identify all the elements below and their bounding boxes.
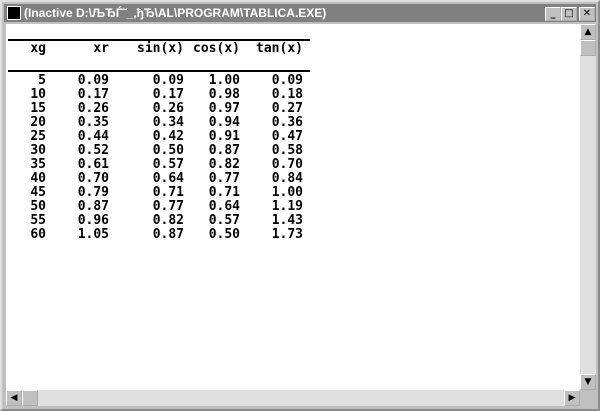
table-cell: 0.97: [208, 101, 240, 116]
table-cell: 0.84: [271, 171, 303, 186]
scroll-thumb[interactable]: [22, 390, 38, 406]
table-cell: 0.70: [271, 157, 303, 172]
table-cell: 0.17: [152, 87, 184, 102]
table-cell: 0.71: [152, 185, 184, 200]
table-cell: 0.64: [208, 199, 240, 214]
table-cell: 50: [30, 199, 46, 214]
table-cell: 0.94: [208, 115, 240, 130]
table-cell: 0.09: [152, 73, 184, 88]
table-cell: 30: [30, 143, 46, 158]
vertical-scrollbar[interactable]: ▲ ▼: [580, 24, 596, 390]
table-cell: 55: [30, 213, 46, 228]
column-header: cos(x): [193, 41, 240, 56]
column-header: xr: [93, 41, 109, 56]
table-cell: 1.00: [271, 185, 303, 200]
table-cell: 35: [30, 157, 46, 172]
table-cell: 0.18: [271, 87, 303, 102]
table-cell: 0.91: [208, 129, 240, 144]
table-rule: [8, 39, 310, 41]
scroll-thumb[interactable]: [580, 40, 596, 56]
table-cell: 60: [30, 227, 46, 242]
title-bar: (Inactive D:\ЉЂЃ˜_‚ђЂ\AL\PROGRAM\TABLICA…: [4, 4, 596, 22]
table-cell: 0.87: [208, 143, 240, 158]
table-cell: 0.17: [77, 87, 109, 102]
table-cell: 15: [30, 101, 46, 116]
table-cell: 0.26: [152, 101, 184, 116]
minimize-button[interactable]: _: [545, 7, 561, 21]
table-cell: 0.96: [77, 213, 109, 228]
table-cell: 45: [30, 185, 46, 200]
table-cell: 0.82: [152, 213, 184, 228]
window-title: (Inactive D:\ЉЂЃ˜_‚ђЂ\AL\PROGRAM\TABLICA…: [24, 6, 327, 20]
table-cell: 0.70: [77, 171, 109, 186]
table-cell: 10: [30, 87, 46, 102]
table-cell: 0.64: [152, 171, 184, 186]
table-cell: 0.42: [152, 129, 184, 144]
table-cell: 25: [30, 129, 46, 144]
table-cell: 1.19: [271, 199, 303, 214]
table-cell: 0.77: [152, 199, 184, 214]
table-cell: 0.79: [77, 185, 109, 200]
maximize-button[interactable]: □: [561, 7, 577, 21]
table-cell: 0.87: [77, 199, 109, 214]
table-cell: 0.26: [77, 101, 109, 116]
table-cell: 0.57: [152, 157, 184, 172]
table-cell: 0.58: [271, 143, 303, 158]
table-cell: 0.82: [208, 157, 240, 172]
table-cell: 0.47: [271, 129, 303, 144]
table-cell: 0.36: [271, 115, 303, 130]
table-cell: 1.43: [271, 213, 303, 228]
table-cell: 0.09: [77, 73, 109, 88]
window-icon[interactable]: [7, 6, 21, 20]
table-cell: 0.50: [208, 227, 240, 242]
table-cell: 0.34: [152, 115, 184, 130]
table-cell: 1.00: [208, 73, 240, 88]
table-cell: 0.57: [208, 213, 240, 228]
horizontal-scrollbar[interactable]: ◀ ▶: [6, 390, 580, 406]
close-button[interactable]: ✕: [579, 7, 595, 21]
table-cell: 1.05: [77, 227, 109, 242]
table-cell: 0.27: [271, 101, 303, 116]
table-cell: 20: [30, 115, 46, 130]
table-cell: 0.71: [208, 185, 240, 200]
column-header: xg: [30, 41, 46, 56]
table-cell: 0.44: [77, 129, 109, 144]
scroll-right[interactable]: ▶: [564, 390, 580, 406]
table-cell: 0.87: [152, 227, 184, 242]
table-cell: 0.35: [77, 115, 109, 130]
table-cell: 0.77: [208, 171, 240, 186]
column-header: sin(x): [137, 41, 184, 56]
console-area: xg xr sin(x) cos(x) tan(x) 5 0.09 0.09 1.00 0.09 1…: [6, 24, 580, 390]
scroll-down[interactable]: ▼: [580, 374, 596, 390]
table-rule: [8, 70, 310, 72]
column-header: tan(x): [256, 41, 303, 56]
table-cell: 0.09: [271, 73, 303, 88]
table-cell: 0.50: [152, 143, 184, 158]
table-cell: 0.61: [77, 157, 109, 172]
table-cell: 0.52: [77, 143, 109, 158]
table-cell: 5: [38, 73, 46, 88]
scroll-left[interactable]: ◀: [6, 390, 22, 406]
table-cell: 40: [30, 171, 46, 186]
table-cell: 1.73: [271, 227, 303, 242]
table-cell: 0.98: [208, 87, 240, 102]
scroll-up[interactable]: ▲: [580, 24, 596, 40]
